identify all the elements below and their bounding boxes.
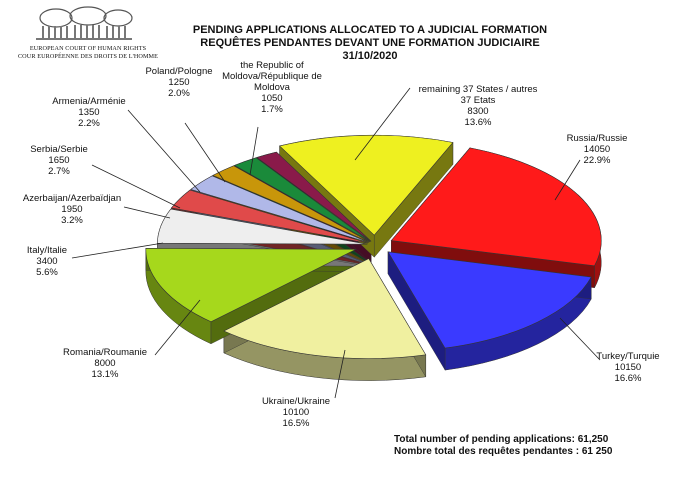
- court-building-icon: [36, 6, 133, 40]
- totals-box: Total number of pending applications: 61…: [394, 434, 612, 458]
- pie-slice-serbia: [190, 175, 369, 243]
- pie-slice-armenia: [212, 165, 370, 243]
- chart-subtitle: REQUÊTES PENDANTES DEVANT UNE FORMATION …: [200, 37, 540, 49]
- echr-logo: EUROPEAN COURT OF HUMAN RIGHTS COUR EURO…: [8, 6, 158, 64]
- pie-slice-remaining-37-states: [279, 134, 454, 236]
- label-remaining: remaining 37 States / autres 37 Etats 8300…: [418, 84, 538, 128]
- org-name-fr: COUR EUROPÉENNE DES DROITS DE L'HOMME: [17, 53, 159, 60]
- pie-slice-azerbaijan: [170, 189, 369, 244]
- label-turkey: Turkey/Turquie 10150 16.6%: [596, 351, 660, 384]
- chart-date: 31/10/2020: [342, 50, 398, 62]
- leader-line-italy: [71, 242, 164, 259]
- label-armenia: Armenia/Arménie 1350 2.2%: [52, 96, 126, 129]
- leader-line-moldova: [249, 126, 259, 176]
- org-name-en: EUROPEAN COURT OF HUMAN RIGHTS: [29, 45, 147, 52]
- pie-slice-italy: [157, 208, 368, 245]
- leader-line-serbia: [91, 164, 181, 209]
- leader-line-armenia: [127, 109, 201, 193]
- label-italy: Italy/Italie 3400 5.6%: [26, 245, 68, 278]
- leader-line-azerbaijan: [123, 206, 171, 219]
- leader-line-poland: [184, 122, 226, 183]
- total-fr: Nombre total des requêtes pendantes : 61…: [394, 446, 613, 457]
- pie-slice-romania: [145, 247, 356, 323]
- leader-line-russia: [554, 159, 581, 201]
- label-moldova: the Republic of Moldova/République de Mold…: [222, 60, 322, 115]
- label-serbia: Serbia/Serbie 1650 2.7%: [30, 144, 88, 177]
- pie-slice-russia: [390, 147, 602, 267]
- total-en: Total number of pending applications: 61…: [394, 434, 609, 445]
- label-romania: Romania/Roumanie 8000 13.1%: [63, 347, 147, 380]
- leader-line-remaining: [354, 87, 411, 161]
- label-russia: Russia/Russie 14050 22.9%: [566, 133, 628, 166]
- label-ukraine: Ukraine/Ukraine 10100 16.5%: [261, 396, 331, 429]
- chart-title: PENDING APPLICATIONS ALLOCATED TO A JUDI…: [192, 24, 548, 36]
- pie-slice-turkey: [387, 251, 592, 349]
- leader-line-ukraine: [334, 349, 346, 399]
- pie-slice-the-republic-of-moldova: [256, 151, 372, 242]
- pie-slice-poland: [233, 157, 371, 242]
- leader-line-turkey: [559, 317, 601, 361]
- label-poland: Poland/Pologne 1250 2.0%: [145, 66, 213, 99]
- pie-slice-ukraine: [223, 258, 427, 359]
- leader-line-romania: [154, 299, 201, 356]
- label-azerbaijan: Azerbaijan/Azerbaïdjan 1950 3.2%: [22, 193, 122, 226]
